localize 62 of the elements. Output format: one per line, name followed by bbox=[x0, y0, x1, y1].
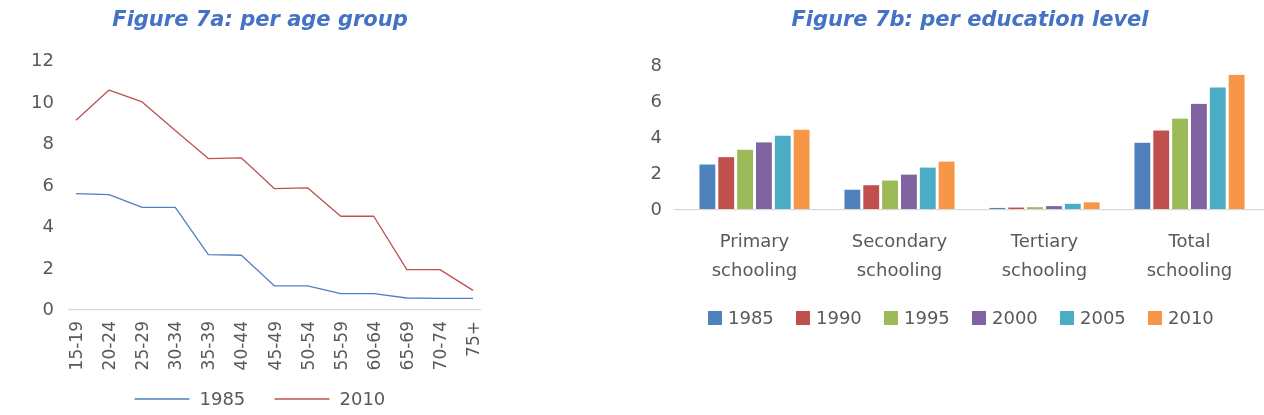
x-tick-label: 55-59 bbox=[330, 321, 351, 371]
line-series bbox=[75, 89, 474, 291]
x-tick-label: 45-49 bbox=[264, 321, 285, 371]
legend-label: 1995 bbox=[904, 307, 950, 328]
x-tick-label: 30-34 bbox=[165, 321, 186, 371]
y-tick-label: 6 bbox=[42, 173, 54, 195]
bar bbox=[1228, 74, 1245, 209]
legend-label: 2010 bbox=[339, 388, 386, 409]
bar bbox=[863, 185, 880, 209]
bar bbox=[774, 135, 791, 209]
y-tick-label: 8 bbox=[42, 132, 54, 153]
x-tick-label: Total schooling bbox=[1146, 230, 1233, 280]
legend-label: 1985 bbox=[728, 307, 774, 328]
bar bbox=[1209, 87, 1226, 209]
y-tick-label: 10 bbox=[31, 90, 54, 112]
bar bbox=[737, 149, 753, 209]
y-tick-label: 2 bbox=[650, 162, 662, 183]
x-tick-label: 15-19 bbox=[66, 321, 86, 371]
bar bbox=[1153, 130, 1170, 209]
legend-label: 1985 bbox=[199, 388, 246, 409]
y-tick-label: 4 bbox=[42, 215, 54, 236]
x-tick-label: 20-24 bbox=[99, 321, 120, 371]
y-tick-label: 6 bbox=[650, 90, 662, 111]
x-tick-label: Secondary schooling bbox=[851, 230, 948, 280]
bar bbox=[919, 167, 936, 209]
bar bbox=[844, 189, 861, 209]
x-tick-label: Tertiary schooling bbox=[1001, 230, 1088, 280]
bar bbox=[1046, 206, 1062, 209]
x-tick-label: 65-69 bbox=[396, 321, 417, 371]
bar bbox=[1191, 103, 1207, 209]
chart-title: Figure 7b: per education level bbox=[791, 7, 1150, 31]
bar bbox=[1134, 142, 1151, 209]
y-tick-label: 8 bbox=[650, 54, 662, 75]
x-tick-label: 25-29 bbox=[132, 321, 153, 371]
x-tick-label: Primary schooling bbox=[711, 230, 798, 280]
bar bbox=[718, 157, 735, 209]
bar bbox=[756, 142, 772, 209]
bar bbox=[699, 164, 716, 209]
bar bbox=[882, 180, 898, 209]
x-tick-label: 40-44 bbox=[231, 321, 252, 371]
legend-label: 2010 bbox=[1168, 307, 1214, 328]
bar bbox=[793, 129, 810, 209]
x-tick-label: 35-39 bbox=[198, 321, 219, 371]
y-tick-label: 12 bbox=[31, 49, 54, 70]
bar bbox=[901, 174, 917, 209]
x-tick-label: 70-74 bbox=[429, 321, 450, 371]
y-tick-label: 0 bbox=[42, 298, 54, 319]
bar bbox=[1064, 203, 1081, 209]
x-tick-label: 75+ bbox=[463, 321, 483, 357]
bar bbox=[1083, 202, 1100, 209]
y-tick-label: 0 bbox=[650, 198, 662, 219]
legend-label: 2000 bbox=[992, 307, 1038, 328]
bar bbox=[1172, 118, 1188, 209]
x-tick-label: 50-54 bbox=[297, 321, 318, 371]
bar bbox=[938, 161, 955, 209]
chart-title: Figure 7a: per age group bbox=[112, 7, 408, 31]
legend-label: 2005 bbox=[1080, 307, 1126, 328]
x-tick-label: 60-64 bbox=[363, 321, 384, 371]
y-tick-label: 4 bbox=[650, 126, 662, 147]
legend-label: 1990 bbox=[816, 307, 862, 328]
line-series bbox=[75, 192, 474, 300]
y-tick-label: 2 bbox=[42, 256, 54, 278]
